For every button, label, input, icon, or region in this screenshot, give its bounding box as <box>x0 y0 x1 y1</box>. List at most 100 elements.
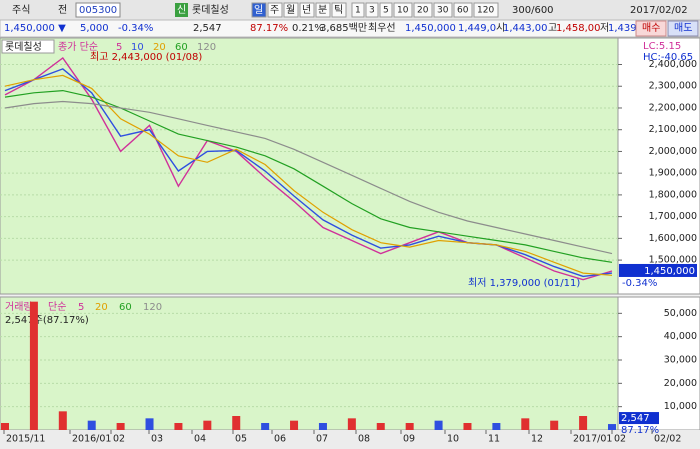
time-axis <box>0 430 700 449</box>
volume-bar <box>550 420 559 430</box>
y-tick-label: 2,000,000 <box>649 146 697 157</box>
interval[interactable]: 30 <box>437 6 449 16</box>
volume-bar <box>87 420 96 430</box>
volume-bar <box>261 423 270 430</box>
date[interactable]: 2017/02/02 <box>630 5 688 16</box>
count[interactable]: 300/600 <box>512 5 554 16</box>
legend-entry: 120 <box>143 302 162 313</box>
chart-title: 롯데칠성 <box>5 41 42 53</box>
ma-line <box>4 68 613 278</box>
volume-bar <box>58 411 67 430</box>
volume-bar <box>492 423 501 430</box>
code[interactable]: 005300 <box>79 5 117 16</box>
period-button[interactable] <box>267 2 283 18</box>
volume-bar <box>232 416 241 430</box>
buy[interactable]: 매수 <box>642 22 660 34</box>
last-volume-rate: 87.17% <box>621 425 659 436</box>
interval-button[interactable] <box>453 2 473 18</box>
volume-bar <box>203 420 212 430</box>
volume-bar <box>463 423 472 430</box>
interval[interactable]: 120 <box>477 6 494 16</box>
y-tick-label: 50,000 <box>664 308 697 319</box>
quote-bar <box>0 19 700 38</box>
x-tick-label: 02 <box>614 434 626 445</box>
interval-button[interactable] <box>433 2 453 18</box>
interval[interactable]: 1 <box>355 6 361 16</box>
last-rate: -0.34% <box>622 278 657 289</box>
x-tick-label: 08 <box>358 434 370 445</box>
x-tick-label: 02/02 <box>654 434 681 445</box>
stock-name: 롯데칠성 <box>192 4 229 16</box>
best-ask: 1,450,000 <box>405 23 456 34</box>
interval-button[interactable] <box>365 2 379 18</box>
volume-bar <box>145 418 154 430</box>
sell-button[interactable] <box>667 20 699 37</box>
x-tick-label: 2016/01 <box>72 434 111 445</box>
legend-entry: 120 <box>197 42 216 53</box>
period-button[interactable] <box>315 2 331 18</box>
y-tick-label: 10,000 <box>664 401 697 412</box>
x-tick-label: 10 <box>447 434 459 445</box>
high: 1,458,00 <box>556 23 601 34</box>
volume-bar <box>29 301 38 430</box>
interval[interactable]: 20 <box>417 6 429 16</box>
x-tick-label: 2015/11 <box>6 434 45 445</box>
buy-button[interactable] <box>635 20 667 37</box>
interval[interactable]: 5 <box>383 6 389 16</box>
interval-button[interactable] <box>351 2 365 18</box>
x-tick-label: 11 <box>488 434 500 445</box>
low-annotation: 최저 1,379,000 (01/11) <box>468 277 580 289</box>
period-button[interactable] <box>331 2 347 18</box>
rate: -0.34% <box>118 23 153 34</box>
change: 5,000 <box>80 23 109 34</box>
legend-entry: 60 <box>175 42 188 53</box>
y-tick-label: 1,900,000 <box>649 168 697 179</box>
period[interactable]: 월 <box>286 4 295 16</box>
volume-panel <box>0 296 619 431</box>
legend-entry: 20 <box>153 42 166 53</box>
interval-button[interactable] <box>393 2 413 18</box>
title-box <box>1 39 55 54</box>
all[interactable]: 전 <box>58 4 67 16</box>
interval-button[interactable] <box>379 2 393 18</box>
x-tick-label: 09 <box>403 434 415 445</box>
interval-button[interactable] <box>473 2 499 18</box>
volume-bar <box>347 418 356 430</box>
x-tick-label: 12 <box>531 434 543 445</box>
y-tick-label: 1,500,000 <box>649 255 697 266</box>
period[interactable]: 틱 <box>334 4 343 16</box>
period-button[interactable] <box>299 2 315 18</box>
volume-axis <box>617 296 700 431</box>
price-axis <box>617 37 700 295</box>
period-button[interactable] <box>283 2 299 18</box>
code-box[interactable] <box>75 2 121 18</box>
volume-rate: 87.17% <box>250 23 288 34</box>
volume-bar <box>579 416 588 430</box>
interval[interactable]: 60 <box>457 6 469 16</box>
volume-bar <box>376 423 385 430</box>
y-tick-label: 2,200,000 <box>649 102 697 113</box>
ma-line <box>4 100 613 255</box>
price-panel <box>0 37 619 295</box>
volume-bar <box>434 420 443 430</box>
last-volume: 2,547 <box>621 413 650 424</box>
volume-bar <box>608 424 616 430</box>
period[interactable]: 년 <box>302 4 311 16</box>
interval[interactable]: 3 <box>369 6 375 16</box>
interval[interactable]: 10 <box>397 6 409 16</box>
period[interactable]: 일 <box>254 4 263 16</box>
ma-line <box>4 57 613 281</box>
legend-title: 종가 단순 <box>58 41 98 53</box>
y-tick-label: 1,600,000 <box>649 233 697 244</box>
low-label: 저 <box>600 22 609 34</box>
volume-bar <box>116 423 125 430</box>
sell[interactable]: 매도 <box>674 22 692 34</box>
period[interactable]: 분 <box>318 4 327 16</box>
period[interactable]: 주 <box>270 5 279 16</box>
badge: 신 <box>177 4 186 16</box>
period-button[interactable] <box>251 2 267 18</box>
x-tick-label: 05 <box>235 434 247 445</box>
interval-button[interactable] <box>413 2 433 18</box>
market[interactable]: 주식 <box>12 4 30 16</box>
